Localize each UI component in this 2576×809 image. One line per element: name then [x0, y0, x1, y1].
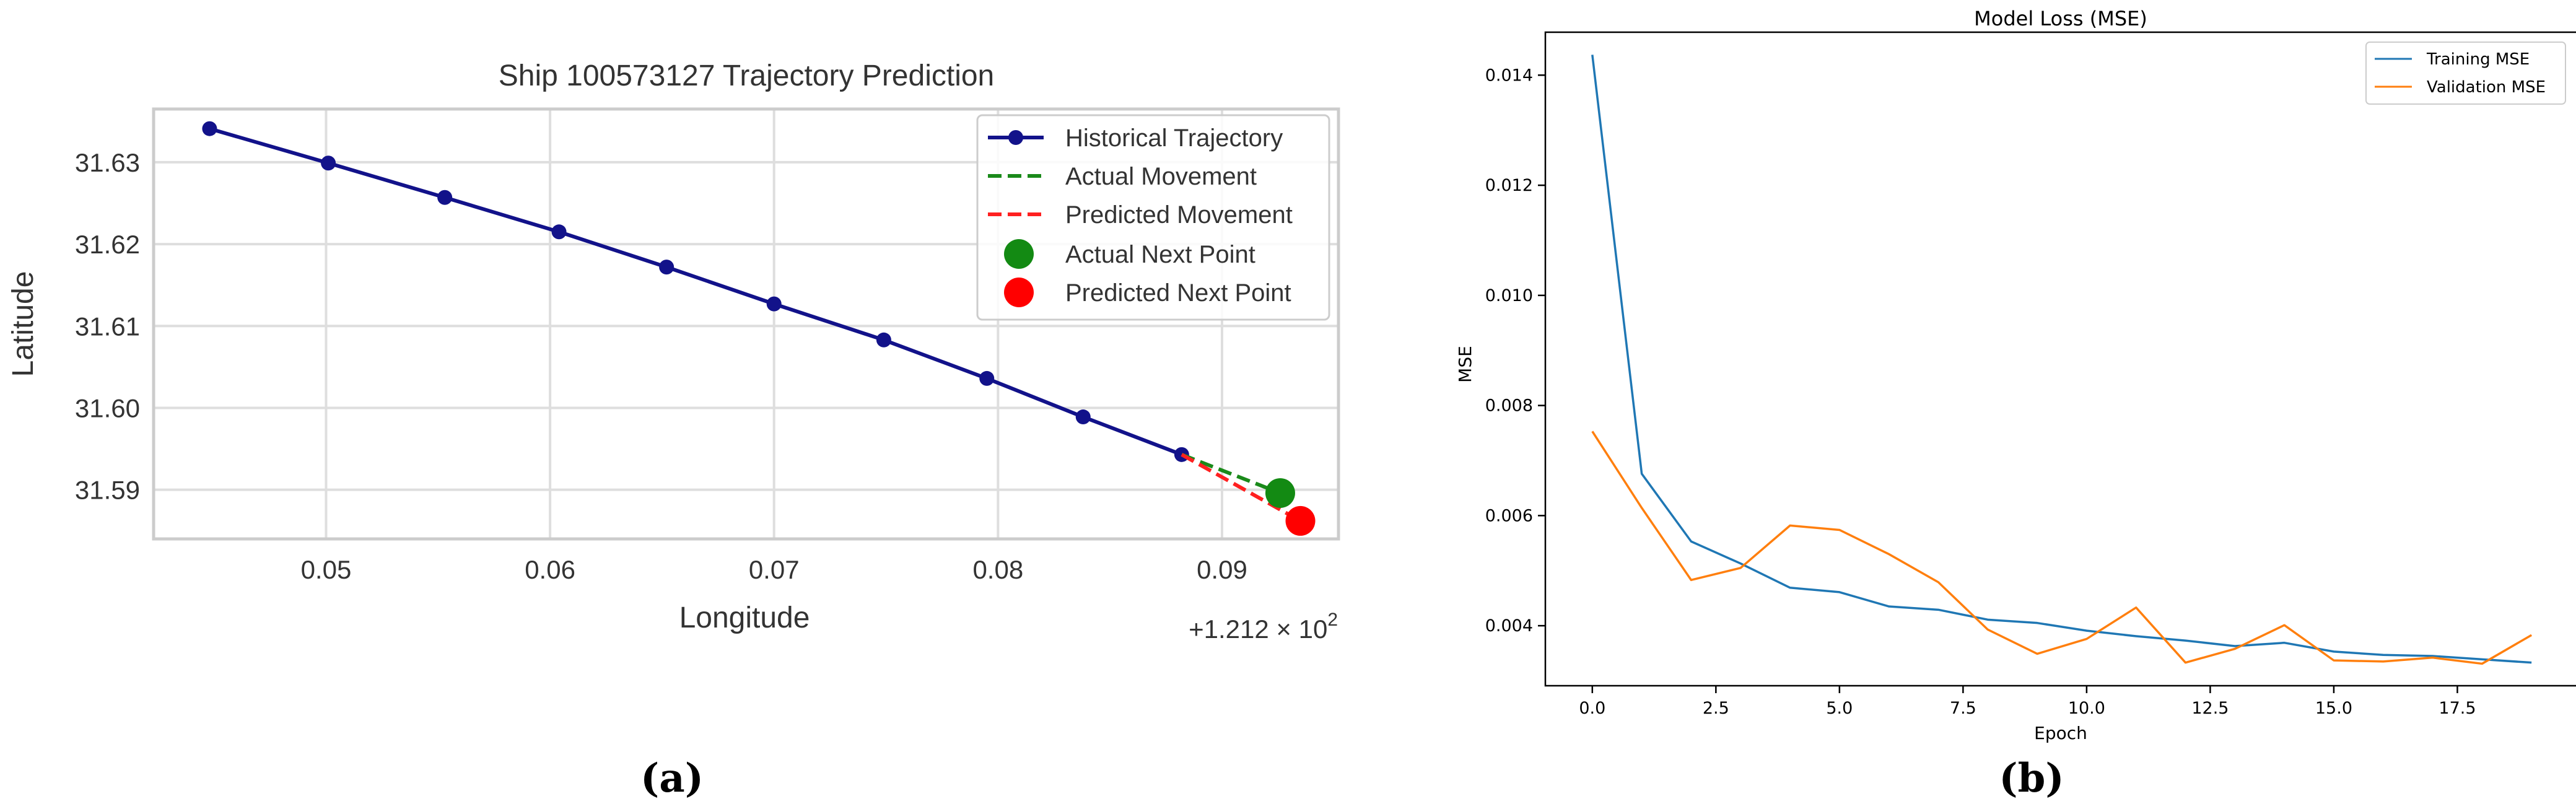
legend-marker-predicted-next — [1004, 278, 1034, 307]
legend-label-actual-movement: Actual Movement — [1065, 163, 1257, 190]
loss-x-tick-label: 15.0 — [2315, 699, 2352, 718]
legend-marker-actual-next — [1004, 239, 1034, 269]
trajectory-grid — [154, 109, 1338, 539]
legend-item-historical: Historical Trajectory — [988, 125, 1283, 152]
loss-x-ticks: 0.0 2.5 5.0 7.5 10.0 12.5 15.0 17.5 — [1579, 686, 2476, 718]
x-offset-mantissa: +1.212 × 10 — [1189, 614, 1327, 644]
legend-label-historical: Historical Trajectory — [1065, 125, 1283, 152]
loss-x-tick-label: 5.0 — [1826, 699, 1853, 718]
trajectory-x-ticks: 0.05 0.06 0.07 0.08 0.09 — [301, 555, 1247, 584]
legend-label-actual-next: Actual Next Point — [1065, 241, 1255, 268]
loss-y-tick-label: 0.012 — [1485, 176, 1533, 195]
historical-trajectory-point — [1075, 409, 1091, 425]
caption-a: (a) — [640, 755, 704, 802]
training-mse-line — [1591, 55, 2532, 664]
trajectory-y-tick-label: 31.62 — [75, 230, 140, 259]
historical-trajectory-point — [551, 224, 567, 240]
caption-b: (b) — [1999, 755, 2064, 802]
trajectory-series — [202, 121, 1316, 536]
trajectory-y-ticks: 31.59 31.60 31.61 31.62 31.63 — [75, 148, 140, 505]
trajectory-y-tick-label: 31.60 — [75, 393, 140, 422]
validation-mse-line — [1591, 431, 2533, 665]
trajectory-x-tick-label: 0.09 — [1197, 555, 1247, 584]
legend-item-training: Training MSE — [2375, 50, 2530, 69]
legend-label-predicted-next: Predicted Next Point — [1065, 279, 1291, 307]
historical-trajectory-point — [979, 370, 995, 386]
loss-x-tick-label: 2.5 — [1703, 699, 1729, 718]
predicted-movement-line — [1181, 453, 1301, 523]
trajectory-x-tick-label: 0.06 — [525, 555, 575, 584]
legend-label-training: Training MSE — [2426, 50, 2530, 69]
legend-item-validation: Validation MSE — [2375, 78, 2546, 97]
loss-x-axis-label: Epoch — [2034, 723, 2087, 743]
historical-trajectory-point — [876, 332, 891, 348]
trajectory-x-tick-label: 0.07 — [749, 555, 800, 584]
legend-item-actual-next: Actual Next Point — [1004, 239, 1255, 269]
loss-x-tick-label: 7.5 — [1950, 699, 1976, 718]
actual-movement-line — [1181, 453, 1281, 495]
trajectory-legend: Historical Trajectory Actual Movement Pr… — [976, 114, 1330, 321]
trajectory-y-tick-label: 31.63 — [75, 148, 140, 177]
loss-x-tick-label: 12.5 — [2191, 699, 2229, 718]
loss-y-ticks: 0.004 0.006 0.008 0.010 0.012 0.014 — [1485, 66, 1545, 636]
historical-trajectory-point — [659, 260, 675, 275]
historical-trajectory-point — [766, 296, 782, 312]
historical-trajectory-point — [321, 155, 336, 171]
loss-x-tick-label: 0.0 — [1579, 699, 1605, 718]
loss-y-axis-label: MSE — [1455, 346, 1475, 383]
loss-panel: Model Loss (MSE) 0.0040.0060.0080.0100.0… — [1455, 7, 2576, 743]
trajectory-y-tick-label: 31.59 — [75, 476, 140, 505]
trajectory-x-axis-label: Longitude — [679, 601, 810, 634]
loss-plot-frame — [1544, 31, 2576, 687]
trajectory-plot-frame — [152, 107, 1340, 541]
legend-marker-historical — [1008, 130, 1023, 145]
loss-title: Model Loss (MSE) — [1974, 7, 2147, 30]
trajectory-x-tick-label: 0.08 — [972, 555, 1023, 584]
loss-legend: Training MSE Validation MSE — [2365, 42, 2566, 105]
trajectory-x-tick-label: 0.05 — [301, 555, 352, 584]
historical-trajectory-line — [209, 126, 1182, 457]
trajectory-y-tick-label: 31.61 — [75, 312, 140, 341]
trajectory-y-axis-label: Latitude — [7, 271, 40, 377]
legend-item-predicted-next: Predicted Next Point — [1004, 278, 1291, 307]
predicted-next-point — [1285, 505, 1316, 536]
x-offset-exponent: 2 — [1327, 610, 1338, 630]
trajectory-panel: Ship 100573127 Trajectory Prediction 31.… — [7, 59, 1340, 644]
legend-item-predicted-movement: Predicted Movement — [988, 201, 1293, 229]
historical-trajectory-point — [202, 121, 217, 136]
loss-x-tick-label: 17.5 — [2438, 699, 2476, 718]
loss-x-tick-label: 10.0 — [2068, 699, 2105, 718]
loss-y-tick-label: 0.004 — [1485, 616, 1533, 636]
loss-y-tick-label: 0.014 — [1485, 66, 1533, 85]
trajectory-x-offset: +1.212 × 102 — [1189, 610, 1338, 644]
historical-trajectory-point — [437, 190, 453, 205]
actual-next-point — [1265, 478, 1295, 508]
legend-label-predicted-movement: Predicted Movement — [1065, 201, 1293, 229]
legend-label-validation: Validation MSE — [2427, 78, 2546, 97]
loss-y-tick-label: 0.010 — [1485, 286, 1533, 305]
loss-y-tick-label: 0.008 — [1485, 396, 1533, 416]
legend-item-actual-movement: Actual Movement — [988, 163, 1257, 190]
trajectory-title: Ship 100573127 Trajectory Prediction — [499, 59, 995, 92]
loss-legend-box — [2365, 42, 2566, 105]
loss-y-tick-label: 0.006 — [1485, 506, 1533, 525]
trajectory-legend-box — [976, 114, 1330, 321]
loss-series — [1591, 55, 2533, 665]
